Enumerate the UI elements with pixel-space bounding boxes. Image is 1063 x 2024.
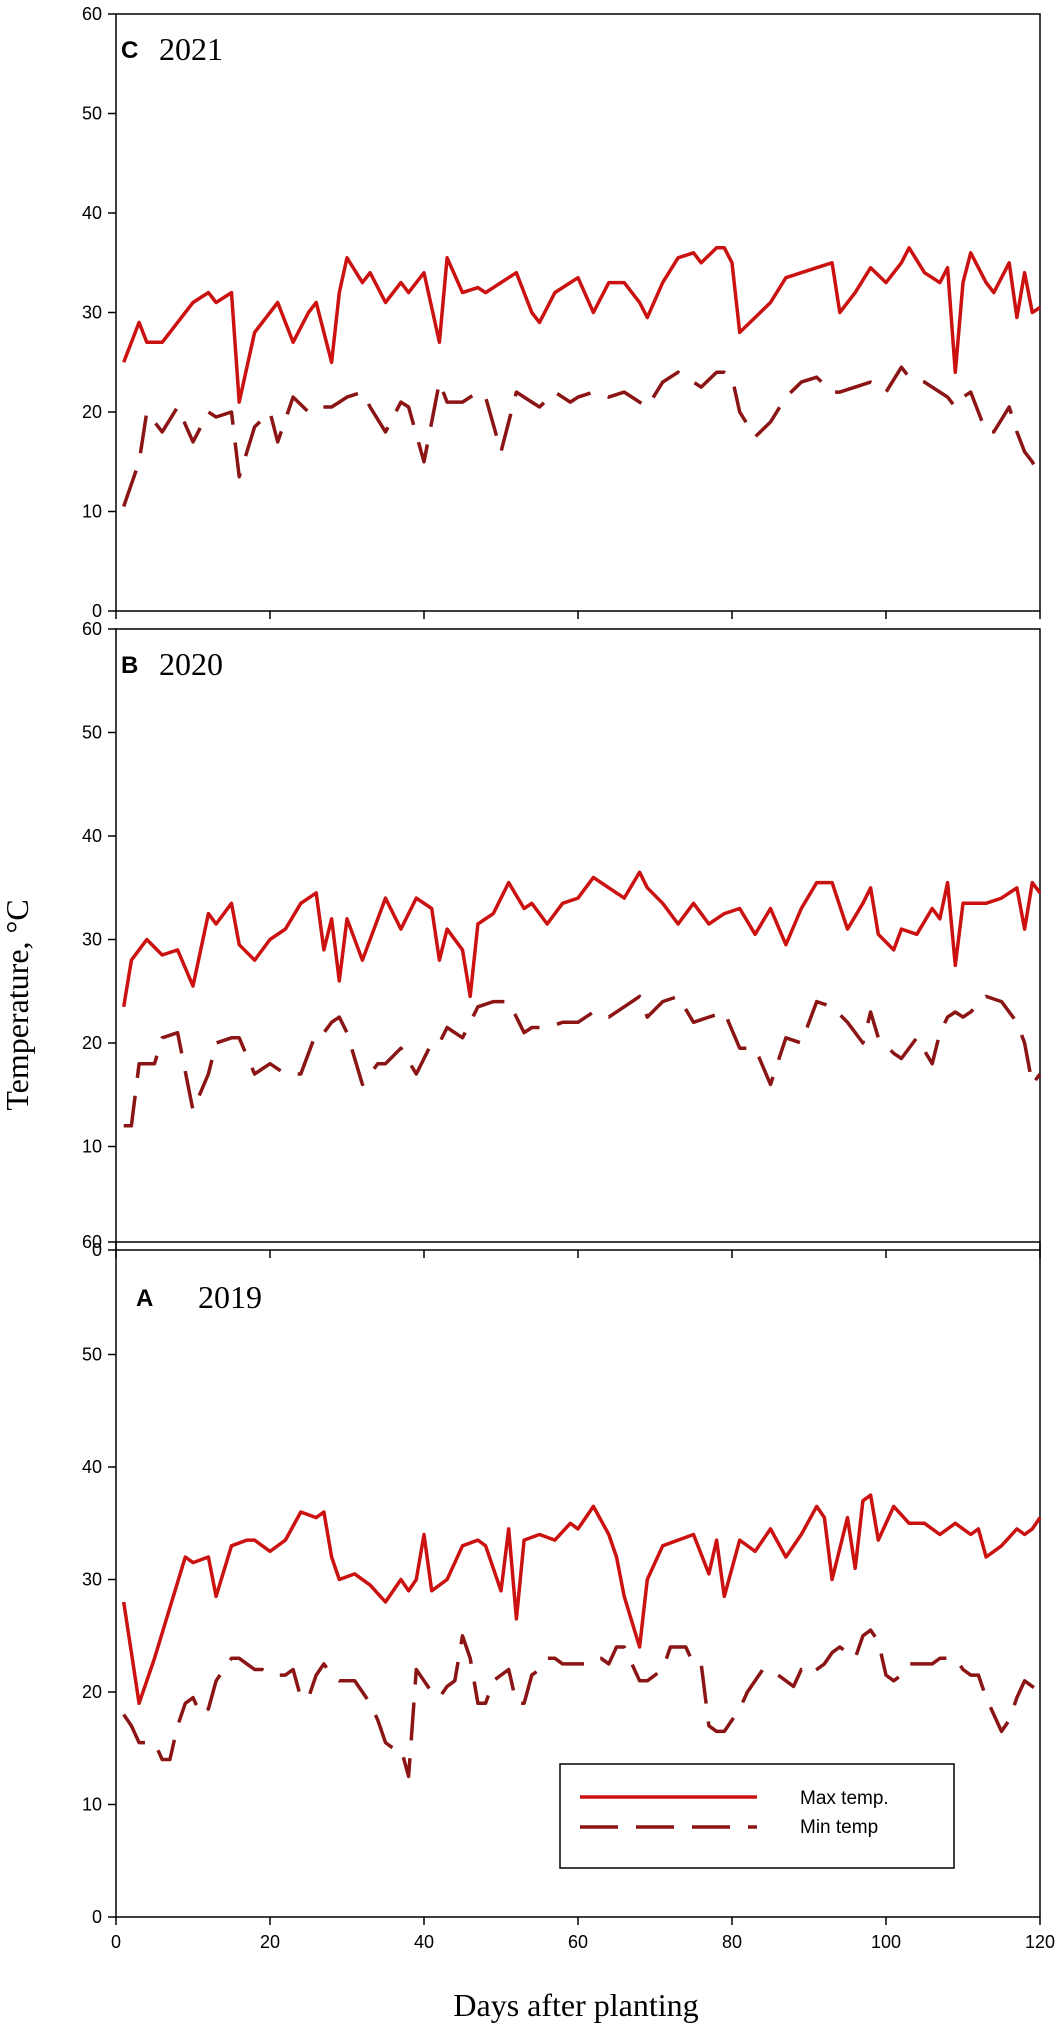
max-temp-line — [122, 246, 1041, 404]
y-tick-label: 20 — [82, 1682, 102, 1702]
legend-min-label: Min temp — [800, 1817, 878, 1838]
y-tick-label: 30 — [82, 303, 102, 323]
y-tick-label: 20 — [82, 1033, 102, 1053]
plot-frame — [115, 13, 1041, 612]
panel-letter: A — [136, 1285, 153, 1312]
y-tick-label: 20 — [82, 402, 102, 422]
x-tick-label: 120 — [1025, 1932, 1055, 1952]
y-tick-label: 50 — [82, 1345, 102, 1365]
x-tick-label: 100 — [871, 1932, 901, 1952]
y-tick-label: 0 — [92, 1240, 102, 1260]
panel-letter: B — [121, 652, 138, 679]
y-tick-label: 60 — [82, 1232, 102, 1252]
max-temp-line — [121, 1493, 1042, 1706]
x-tick-label: 20 — [260, 1932, 280, 1952]
max-temp-line — [121, 870, 1042, 1008]
panel-year: 2021 — [159, 31, 223, 67]
y-tick-label: 10 — [82, 502, 102, 522]
y-axis-title: Temperature, °C — [0, 899, 35, 1110]
x-tick-label: 0 — [111, 1932, 121, 1952]
y-tick-label: 40 — [82, 826, 102, 846]
panel-letter: C — [121, 37, 138, 64]
y-tick-label: 60 — [82, 4, 102, 24]
legend-box — [559, 1763, 955, 1869]
plot-frame — [115, 628, 1041, 1251]
min-temp-line — [122, 365, 1042, 508]
y-tick-label: 0 — [92, 1907, 102, 1927]
y-tick-label: 30 — [82, 930, 102, 950]
panel-b: 0 10 20 30 40 50 60 B 2020 — [82, 619, 1042, 1260]
y-tick-label: 50 — [82, 723, 102, 743]
panel-year: 2020 — [159, 646, 223, 682]
panel-year: 2019 — [198, 1279, 262, 1315]
y-tick-label: 10 — [82, 1795, 102, 1815]
min-temp-line — [122, 1628, 1042, 1779]
min-temp-line — [123, 994, 1042, 1128]
y-tick-label: 40 — [82, 203, 102, 223]
y-tick-label: 50 — [82, 104, 102, 124]
legend-max-label: Max temp. — [800, 1788, 889, 1809]
y-tick-label: 30 — [82, 1570, 102, 1590]
x-tick-label: 60 — [568, 1932, 588, 1952]
y-tick-label: 10 — [82, 1137, 102, 1157]
y-tick-label: 60 — [82, 619, 102, 639]
x-tick-label: 80 — [722, 1932, 742, 1952]
x-tick-label: 40 — [414, 1932, 434, 1952]
y-tick-label: 0 — [92, 601, 102, 621]
legend: Max temp. Min temp — [559, 1763, 955, 1869]
x-axis-title: Days after planting — [453, 1987, 698, 2023]
y-tick-label: 40 — [82, 1457, 102, 1477]
panel-c: 0 10 20 30 40 50 60 C 2021 — [82, 4, 1042, 621]
